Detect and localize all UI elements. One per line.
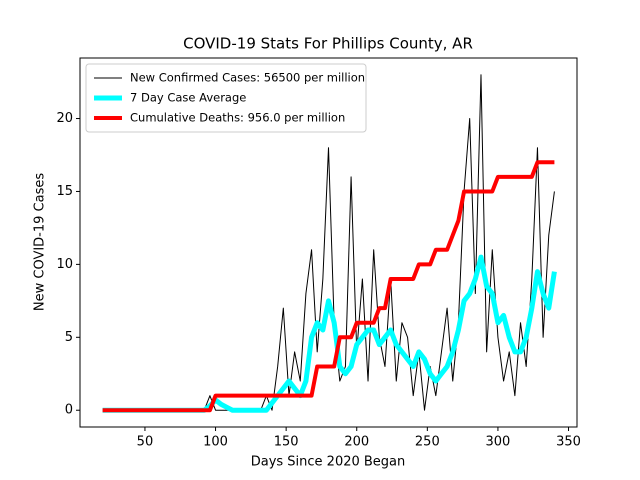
data-line bbox=[102, 160, 555, 413]
x-tick-label: 150 bbox=[274, 435, 299, 450]
legend-label: New Confirmed Cases: 56500 per million bbox=[130, 71, 365, 85]
y-tick-label: 5 bbox=[65, 330, 73, 345]
legend-label: Cumulative Deaths: 956.0 per million bbox=[130, 111, 345, 125]
legend-label: 7 Day Case Average bbox=[130, 91, 246, 105]
chart-title: COVID-19 Stats For Phillips County, AR bbox=[183, 35, 473, 53]
x-tick-label: 250 bbox=[415, 435, 440, 450]
y-tick-label: 20 bbox=[56, 111, 73, 126]
x-tick-label: 200 bbox=[344, 435, 369, 450]
y-tick-label: 0 bbox=[65, 403, 73, 418]
x-tick-label: 300 bbox=[486, 435, 511, 450]
x-tick-label: 100 bbox=[203, 435, 228, 450]
y-axis-label: New COVID-19 Cases bbox=[33, 173, 48, 311]
y-tick-label: 15 bbox=[56, 184, 73, 199]
x-tick-label: 350 bbox=[556, 435, 581, 450]
plot-frame bbox=[79, 57, 578, 428]
legend-box bbox=[85, 63, 367, 133]
x-tick-label: 50 bbox=[137, 435, 154, 450]
x-axis-label: Days Since 2020 Began bbox=[251, 455, 406, 470]
y-tick-label: 10 bbox=[56, 257, 73, 272]
